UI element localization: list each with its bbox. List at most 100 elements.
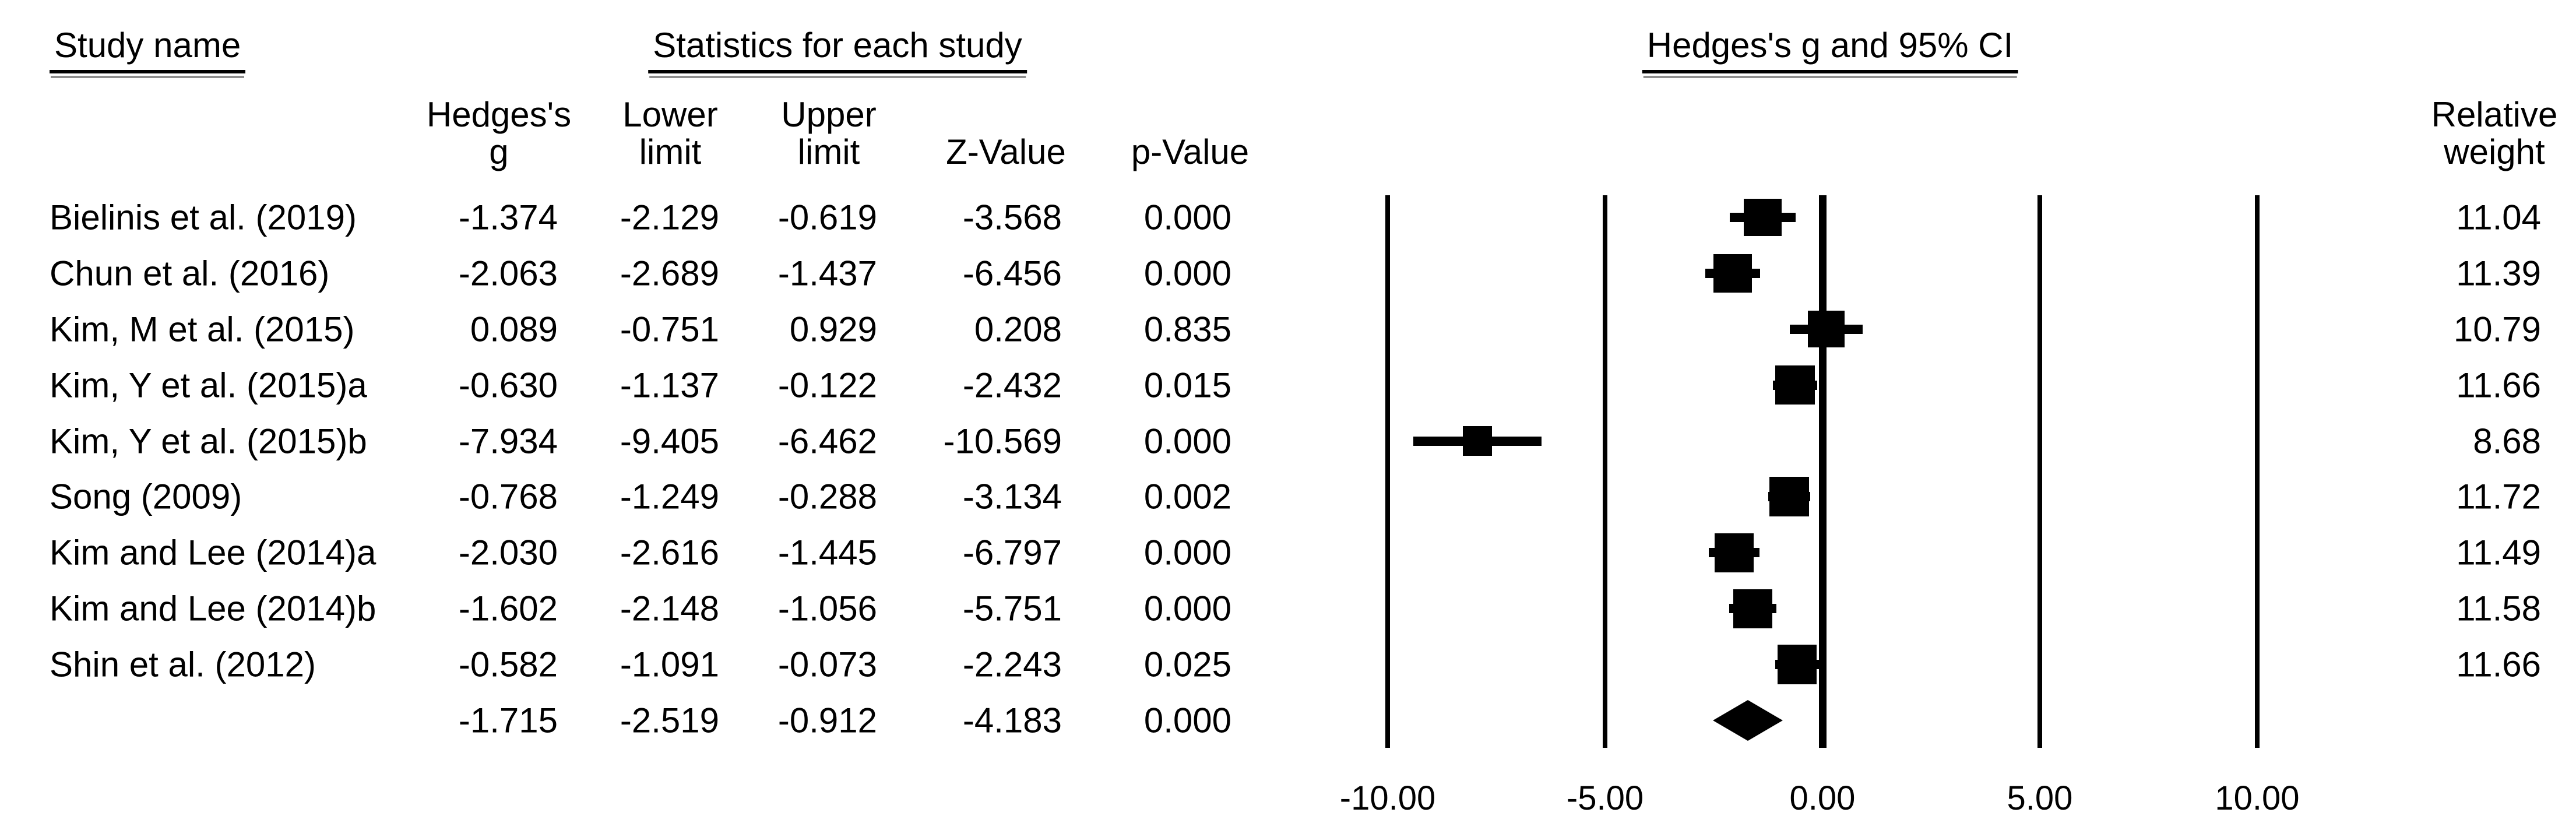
col-header-upper-limit: Upper limit	[781, 96, 876, 171]
study-name-cell: Kim, Y et al. (2015)b	[50, 421, 367, 460]
cell-relative-weight: 11.04	[2456, 198, 2541, 237]
cell-p-value: 0.000	[1143, 254, 1231, 293]
stats-group-title: Statistics for each study	[648, 27, 1027, 78]
cell-lower-limit: -1.091	[620, 645, 719, 684]
cell-upper-limit: -1.056	[777, 589, 877, 628]
x-tick-label: -5.00	[1566, 779, 1644, 817]
study-name-cell: Shin et al. (2012)	[50, 645, 316, 684]
cell-lower-limit: -1.137	[620, 365, 719, 405]
cell-relative-weight: 11.66	[2456, 645, 2541, 684]
effect-size-marker	[1777, 645, 1817, 684]
effect-size-marker	[1733, 589, 1773, 628]
col-header-z-value: Z-Value	[946, 133, 1066, 171]
cell-hedges-g: -0.768	[458, 477, 558, 516]
x-tick-label: 0.00	[1789, 779, 1856, 817]
stats-group-title-text: Statistics for each study	[648, 27, 1027, 78]
cell-z-value: -3.134	[962, 477, 1062, 516]
cell-relative-weight: 11.72	[2456, 477, 2541, 516]
study-name-cell: Kim and Lee (2014)b	[50, 589, 376, 628]
cell-upper-limit: -0.122	[777, 365, 877, 405]
cell-relative-weight: 10.79	[2453, 310, 2541, 349]
col-header-hedges-g: Hedges's g	[427, 96, 571, 171]
axis-gridline	[1385, 195, 1390, 748]
cell-upper-limit: -0.912	[777, 701, 877, 740]
cell-relative-weight: 11.39	[2456, 254, 2541, 293]
cell-lower-limit: -2.519	[620, 701, 719, 740]
study-name-cell: Chun et al. (2016)	[50, 254, 330, 293]
axis-gridline	[2255, 195, 2260, 748]
cell-lower-limit: -0.751	[620, 310, 719, 349]
effect-size-marker	[1713, 254, 1752, 293]
effect-size-marker	[1462, 426, 1493, 456]
cell-p-value: 0.000	[1143, 533, 1231, 572]
plot-group-title: Hedges's g and 95% CI	[1642, 27, 2018, 78]
x-tick-label: 5.00	[2007, 779, 2073, 817]
cell-hedges-g: -2.030	[458, 533, 558, 572]
study-column-title: Study name	[50, 27, 246, 78]
cell-upper-limit: -0.288	[777, 477, 877, 516]
cell-upper-limit: -0.073	[777, 645, 877, 684]
zero-gridline	[1818, 195, 1827, 748]
cell-lower-limit: -2.616	[620, 533, 719, 572]
cell-relative-weight: 11.49	[2456, 533, 2541, 572]
cell-relative-weight: 11.66	[2456, 365, 2541, 405]
cell-upper-limit: 0.929	[789, 310, 877, 349]
col-header-relative-weight: Relative weight	[2431, 96, 2558, 171]
cell-hedges-g: -1.602	[458, 589, 558, 628]
col-header-upper-limit-line1: Upper	[781, 95, 877, 134]
col-header-hedges-g-line1: Hedges's	[426, 95, 572, 134]
summary-diamond	[1713, 700, 1783, 741]
cell-upper-limit: -6.462	[777, 421, 877, 460]
cell-lower-limit: -2.129	[620, 198, 719, 237]
cell-p-value: 0.000	[1143, 589, 1231, 628]
col-header-p-value-text: p-Value	[1131, 132, 1250, 171]
cell-p-value: 0.000	[1143, 701, 1231, 740]
col-header-p-value: p-Value	[1131, 133, 1249, 171]
col-header-relative-weight-line2: weight	[2444, 132, 2545, 171]
col-header-lower-limit-line1: Lower	[622, 95, 718, 134]
cell-p-value: 0.015	[1143, 365, 1231, 405]
cell-relative-weight: 8.68	[2473, 421, 2541, 460]
cell-lower-limit: -2.148	[620, 589, 719, 628]
cell-z-value: -3.568	[962, 198, 1062, 237]
col-header-upper-limit-line2: limit	[797, 132, 860, 171]
cell-hedges-g: 0.089	[470, 310, 558, 349]
study-name-cell: Song (2009)	[50, 477, 242, 516]
cell-z-value: 0.208	[974, 310, 1062, 349]
cell-p-value: 0.002	[1143, 477, 1231, 516]
cell-upper-limit: -1.437	[777, 254, 877, 293]
cell-hedges-g: -2.063	[458, 254, 558, 293]
cell-z-value: -2.432	[962, 365, 1062, 405]
cell-p-value: 0.000	[1143, 421, 1231, 460]
cell-p-value: 0.000	[1143, 198, 1231, 237]
effect-size-marker	[1775, 365, 1815, 405]
axis-gridline	[1603, 195, 1607, 748]
study-column-title-text: Study name	[50, 27, 246, 78]
cell-z-value: -6.797	[962, 533, 1062, 572]
col-header-lower-limit: Lower limit	[622, 96, 717, 171]
effect-size-marker	[1769, 477, 1809, 517]
effect-size-marker	[1808, 311, 1845, 348]
study-name-cell: Kim and Lee (2014)a	[50, 533, 376, 572]
cell-lower-limit: -9.405	[620, 421, 719, 460]
cell-relative-weight: 11.58	[2456, 589, 2541, 628]
cell-hedges-g: -7.934	[458, 421, 558, 460]
cell-lower-limit: -1.249	[620, 477, 719, 516]
cell-lower-limit: -2.689	[620, 254, 719, 293]
col-header-hedges-g-line2: g	[489, 132, 509, 171]
cell-z-value: -6.456	[962, 254, 1062, 293]
cell-p-value: 0.835	[1143, 310, 1231, 349]
study-name-cell: Bielinis et al. (2019)	[50, 198, 357, 237]
cell-upper-limit: -0.619	[777, 198, 877, 237]
cell-z-value: -5.751	[962, 589, 1062, 628]
cell-hedges-g: -0.582	[458, 645, 558, 684]
study-name-cell: Kim, M et al. (2015)	[50, 310, 355, 349]
cell-p-value: 0.025	[1143, 645, 1231, 684]
cell-z-value: -2.243	[962, 645, 1062, 684]
col-header-lower-limit-line2: limit	[639, 132, 702, 171]
cell-hedges-g: -0.630	[458, 365, 558, 405]
plot-group-title-text: Hedges's g and 95% CI	[1642, 27, 2018, 78]
axis-gridline	[2037, 195, 2042, 748]
effect-size-marker	[1715, 533, 1754, 572]
study-name-cell: Kim, Y et al. (2015)a	[50, 365, 367, 405]
